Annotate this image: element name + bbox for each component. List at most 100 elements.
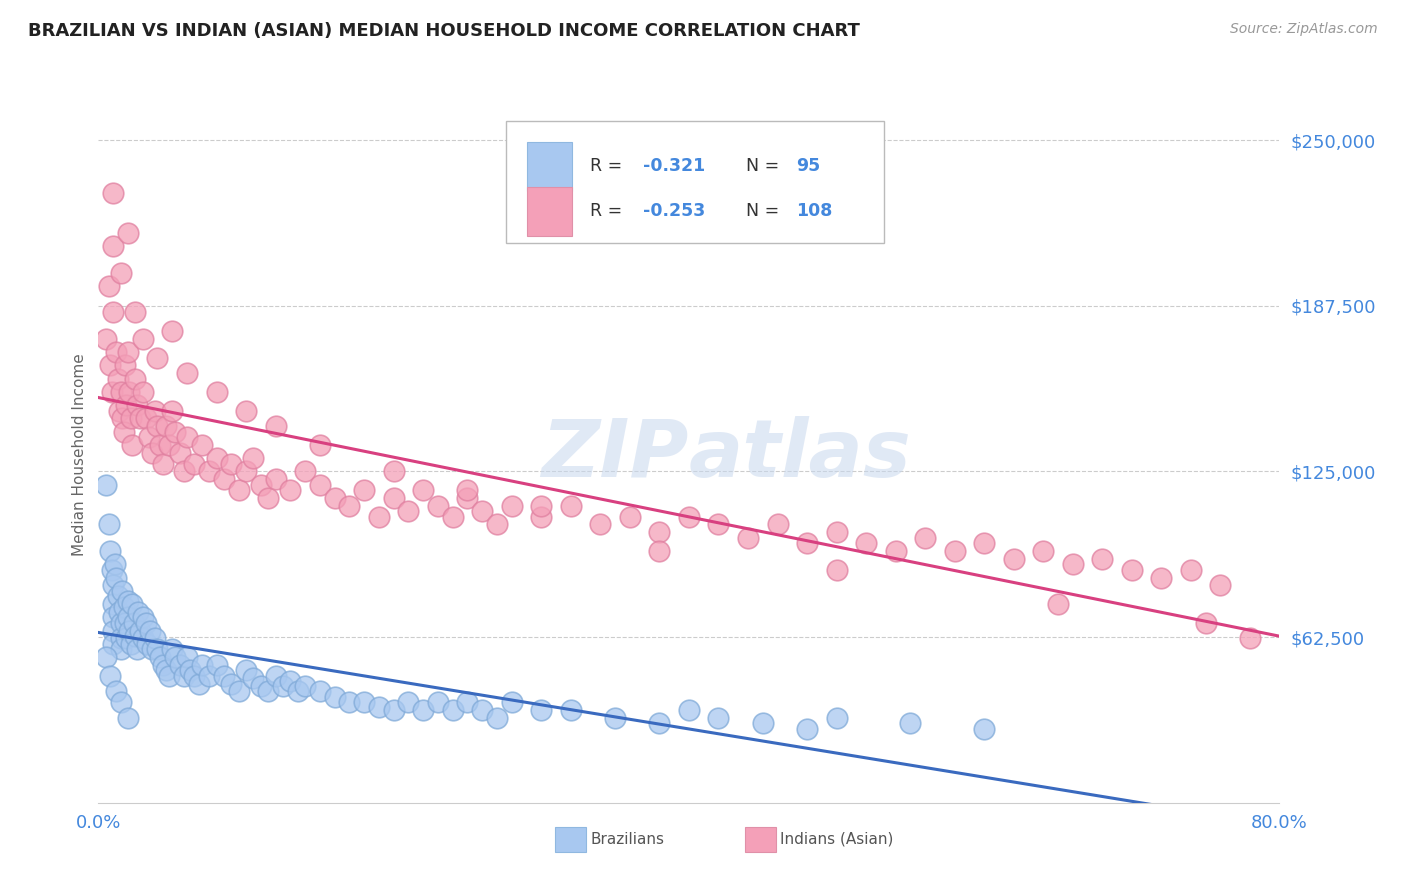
Point	[271, 679, 294, 693]
Point	[103, 610, 125, 624]
Point	[257, 491, 280, 505]
Point	[219, 457, 242, 471]
Point	[205, 451, 228, 466]
Point	[112, 599, 135, 614]
Point	[110, 632, 132, 646]
Point	[110, 695, 132, 709]
Point	[108, 403, 131, 417]
Point	[165, 650, 187, 665]
Point	[323, 690, 346, 704]
Point	[441, 509, 464, 524]
Point	[471, 504, 494, 518]
Point	[176, 367, 198, 381]
Text: -0.253: -0.253	[643, 202, 706, 220]
Point	[169, 657, 191, 672]
Point	[257, 684, 280, 698]
Point	[368, 700, 391, 714]
Point	[605, 711, 627, 725]
Point	[117, 594, 139, 608]
Point	[97, 279, 120, 293]
Point	[751, 716, 773, 731]
Point	[141, 642, 163, 657]
Point	[132, 632, 155, 646]
Point	[122, 615, 145, 630]
Point	[264, 668, 287, 682]
Point	[152, 457, 174, 471]
Point	[456, 695, 478, 709]
Point	[191, 438, 214, 452]
Point	[104, 558, 127, 572]
Point	[1032, 544, 1054, 558]
Point	[1046, 597, 1069, 611]
Point	[108, 605, 131, 619]
Point	[396, 695, 419, 709]
FancyBboxPatch shape	[527, 187, 572, 235]
Point	[228, 684, 250, 698]
Point	[183, 668, 205, 682]
Point	[412, 703, 434, 717]
Point	[155, 419, 177, 434]
Point	[128, 624, 150, 638]
Text: BRAZILIAN VS INDIAN (ASIAN) MEDIAN HOUSEHOLD INCOME CORRELATION CHART: BRAZILIAN VS INDIAN (ASIAN) MEDIAN HOUSE…	[28, 22, 860, 40]
FancyBboxPatch shape	[527, 142, 572, 191]
Point	[94, 650, 117, 665]
Point	[157, 438, 180, 452]
Point	[427, 499, 450, 513]
Point	[98, 359, 121, 373]
Point	[825, 711, 848, 725]
Point	[198, 465, 221, 479]
Point	[278, 483, 302, 497]
Point	[456, 483, 478, 497]
Point	[212, 668, 235, 682]
Point	[337, 499, 360, 513]
Point	[309, 684, 332, 698]
Point	[124, 305, 146, 319]
Point	[105, 345, 128, 359]
Point	[117, 711, 139, 725]
Text: N =: N =	[745, 157, 785, 175]
Point	[471, 703, 494, 717]
Point	[796, 722, 818, 736]
Point	[382, 703, 405, 717]
Point	[114, 359, 136, 373]
Point	[124, 372, 146, 386]
Point	[138, 430, 160, 444]
Point	[235, 465, 257, 479]
Point	[103, 624, 125, 638]
Point	[132, 384, 155, 399]
Point	[155, 663, 177, 677]
Y-axis label: Median Household Income: Median Household Income	[72, 353, 87, 557]
Point	[323, 491, 346, 505]
Point	[98, 668, 121, 682]
Point	[115, 398, 138, 412]
Point	[115, 632, 138, 646]
Point	[128, 411, 150, 425]
Point	[176, 430, 198, 444]
Point	[560, 499, 582, 513]
Point	[1180, 563, 1202, 577]
Point	[619, 509, 641, 524]
Point	[205, 657, 228, 672]
Point	[648, 525, 671, 540]
Point	[103, 305, 125, 319]
Point	[205, 384, 228, 399]
Point	[105, 684, 128, 698]
Point	[825, 525, 848, 540]
Point	[94, 477, 117, 491]
Text: 95: 95	[796, 157, 821, 175]
Point	[219, 676, 242, 690]
Point	[589, 517, 612, 532]
Point	[294, 679, 316, 693]
Point	[973, 722, 995, 736]
Point	[152, 657, 174, 672]
Point	[264, 419, 287, 434]
Point	[382, 491, 405, 505]
Point	[107, 372, 129, 386]
Point	[136, 637, 159, 651]
Point	[125, 642, 148, 657]
Point	[98, 544, 121, 558]
Point	[110, 384, 132, 399]
Point	[100, 563, 122, 577]
Point	[183, 457, 205, 471]
Point	[149, 650, 172, 665]
